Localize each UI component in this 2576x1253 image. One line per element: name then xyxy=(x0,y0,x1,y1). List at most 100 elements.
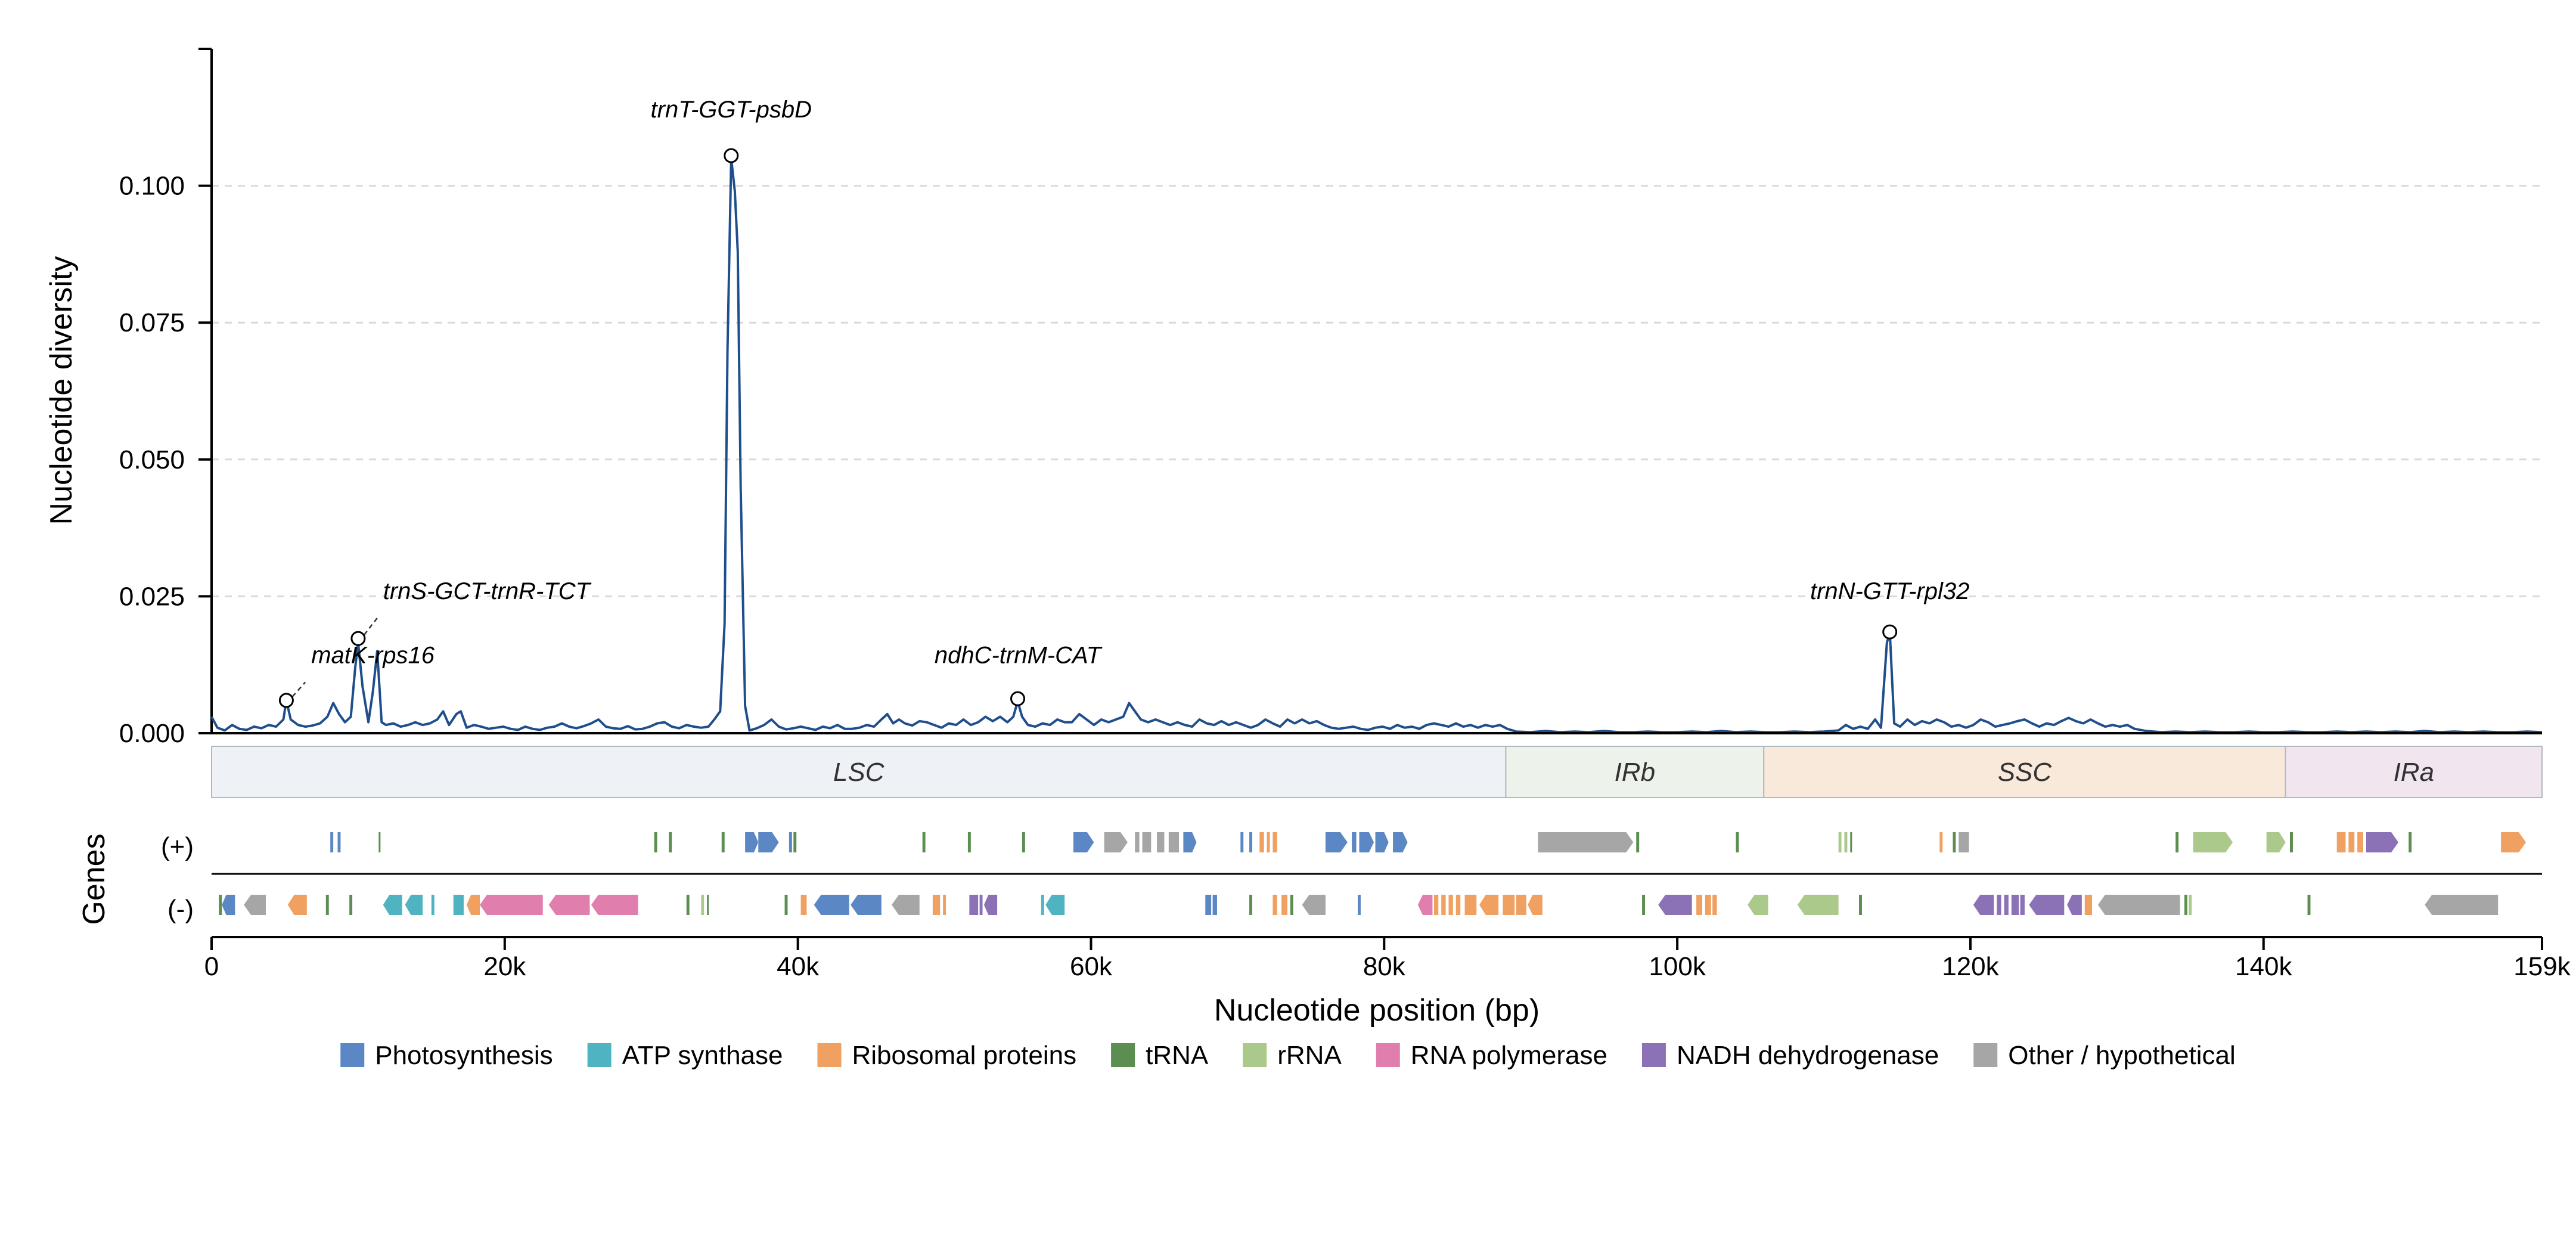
region-block xyxy=(211,746,1507,798)
plot-grid xyxy=(212,185,2542,597)
gene-arrow xyxy=(287,895,307,915)
legend-swatch xyxy=(587,1043,612,1067)
region-bar: LSC IRb SSC IRa xyxy=(211,746,2543,798)
x-axis-title: Nucleotide position (bp) xyxy=(1214,993,1540,1028)
gene-arrow xyxy=(758,832,779,852)
x-tick-label: 20k xyxy=(483,952,526,981)
gene-arrow xyxy=(405,895,423,915)
legend-swatch xyxy=(1243,1043,1267,1067)
gene-arrow xyxy=(1939,832,1943,852)
legend-item: NADH dehydrogenase xyxy=(1641,1041,1939,1070)
y-tick-label: 0.100 xyxy=(119,172,185,201)
gene-arrow xyxy=(431,895,434,915)
strand-minus-label: (-) xyxy=(167,895,194,924)
gene-arrow xyxy=(707,895,709,915)
gene-arrow xyxy=(222,895,235,915)
region-block xyxy=(1505,746,1765,798)
gene-arrow xyxy=(922,832,926,852)
gene-arrow xyxy=(1359,832,1374,852)
gene-arrow xyxy=(1417,895,1433,915)
gene-arrow xyxy=(1736,832,1739,852)
gene-arrow xyxy=(1104,832,1128,852)
gene-arrow xyxy=(453,895,464,915)
x-tick-label: 40k xyxy=(777,952,820,981)
legend-label: NADH dehydrogenase xyxy=(1677,1041,1939,1070)
peak-label: trnS-GCT-trnR-TCT xyxy=(383,578,592,604)
gene-arrow xyxy=(793,832,797,852)
gene-arrow xyxy=(466,895,480,915)
gene-arrow xyxy=(1850,832,1852,852)
gene-arrow xyxy=(784,895,788,915)
region-block xyxy=(1763,746,2286,798)
gene-arrow xyxy=(1022,832,1025,852)
legend-swatch xyxy=(1973,1043,1998,1067)
legend-swatch xyxy=(1111,1043,1135,1067)
legend-item: tRNA xyxy=(1111,1041,1209,1070)
peak-leader-line xyxy=(291,681,306,697)
gene-arrow xyxy=(1973,895,1994,915)
gene-arrow xyxy=(1797,895,1839,915)
legend-label: ATP synthase xyxy=(622,1041,783,1070)
peak-label: trnN-GTT-rpl32 xyxy=(1810,578,1969,604)
gene-arrow xyxy=(2425,895,2499,915)
gene-arrow xyxy=(378,832,381,852)
gene-arrow xyxy=(943,895,946,915)
gene-arrow xyxy=(330,832,334,852)
gene-arrow xyxy=(2290,832,2293,852)
gene-arrow xyxy=(1045,895,1065,915)
gene-arrow xyxy=(1249,832,1252,852)
gene-arrow xyxy=(1168,832,1180,852)
gene-arrow xyxy=(2501,832,2526,852)
gene-arrow xyxy=(1997,895,2001,915)
gene-arrow xyxy=(1658,895,1692,915)
peak-marker xyxy=(278,693,294,708)
legend: Photosynthesis ATP synthase Ribosomal prot… xyxy=(340,1041,2236,1070)
legend-label: Photosynthesis xyxy=(375,1041,553,1070)
gene-arrow xyxy=(1041,895,1044,915)
diversity-series-line xyxy=(210,157,2543,734)
genes-axis-title: Genes xyxy=(77,833,111,925)
x-tick-label: 159k xyxy=(2513,952,2571,981)
gene-arrow xyxy=(1448,895,1453,915)
gene-arrow xyxy=(1636,832,1640,852)
gene-arrow xyxy=(548,895,590,915)
gene-arrow xyxy=(219,895,222,915)
gene-arrow xyxy=(851,895,882,915)
gene-arrow xyxy=(1142,832,1152,852)
y-tick-label: 0.000 xyxy=(119,719,185,748)
gene-arrow xyxy=(1705,895,1711,915)
y-tick-label: 0.050 xyxy=(119,445,185,474)
gene-arrow xyxy=(1183,832,1197,852)
legend-label: Ribosomal proteins xyxy=(852,1041,1076,1070)
gene-arrow xyxy=(969,895,979,915)
gene-arrow xyxy=(1844,832,1848,852)
gene-arrow xyxy=(2020,895,2025,915)
gene-arrow xyxy=(2184,895,2187,915)
gene-arrow xyxy=(2011,895,2019,915)
gene-arrow xyxy=(2004,895,2009,915)
gene-arrow xyxy=(654,832,657,852)
gene-arrow xyxy=(1135,832,1140,852)
gene-arrow xyxy=(967,832,971,852)
peak-label: trnT-GGT-psbD xyxy=(651,97,812,123)
peak-marker xyxy=(1010,691,1026,706)
peak-marker xyxy=(350,631,366,646)
x-axis: 0 20k 40k 60k 80k 100k 120k 140k 159k xyxy=(204,936,2571,981)
region-label: IRb xyxy=(1615,758,1655,787)
gene-arrow xyxy=(1302,895,1326,915)
peak-label: ndhC-trnM-CAT xyxy=(935,642,1103,668)
legend-swatch xyxy=(1376,1043,1400,1067)
legend-item: Photosynthesis xyxy=(340,1041,553,1070)
gene-arrow xyxy=(1516,895,1526,915)
gene-arrow xyxy=(337,832,341,852)
gene-arrow xyxy=(1352,832,1357,852)
gene-arrow xyxy=(1464,895,1477,915)
strand-plus-label: (+) xyxy=(161,832,194,861)
peak-label: matK-rps16 xyxy=(311,642,434,668)
gene-arrow xyxy=(2029,895,2065,915)
x-tick-label: 140k xyxy=(2235,952,2292,981)
gene-arrow xyxy=(1859,895,1862,915)
gene-arrow xyxy=(1290,895,1293,915)
gene-arrow xyxy=(721,832,725,852)
